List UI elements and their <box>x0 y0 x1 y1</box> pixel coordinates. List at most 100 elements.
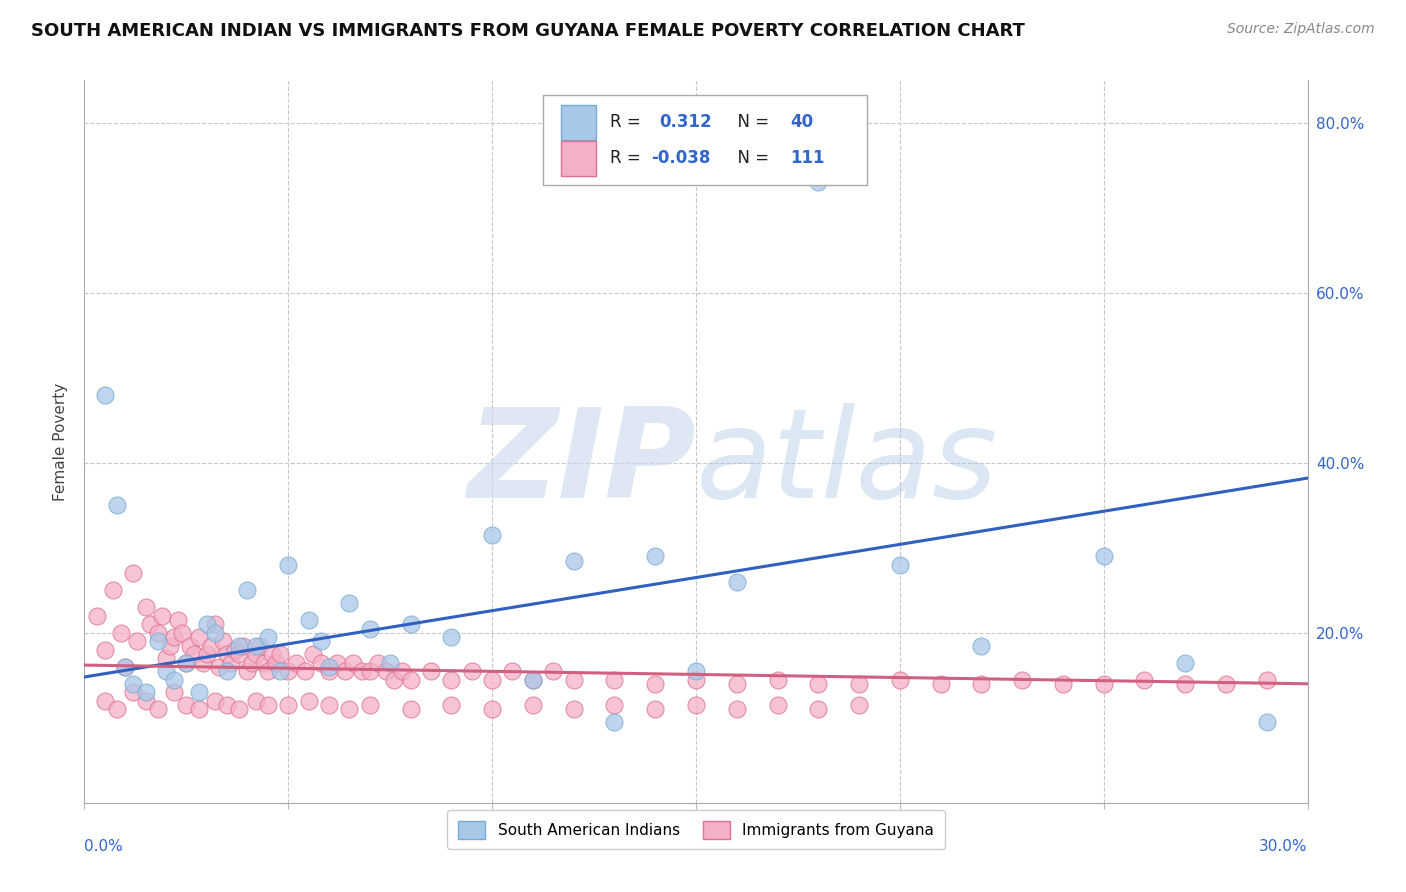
Point <box>481 702 503 716</box>
Point <box>294 664 316 678</box>
Point <box>228 647 250 661</box>
Point <box>163 673 186 687</box>
Point <box>155 651 177 665</box>
Point <box>380 656 402 670</box>
Point <box>264 656 287 670</box>
Point <box>93 694 115 708</box>
Point <box>174 656 197 670</box>
Point <box>217 664 239 678</box>
Point <box>339 596 361 610</box>
Point <box>174 656 197 670</box>
Text: 0.312: 0.312 <box>659 113 711 131</box>
Text: R =: R = <box>610 113 647 131</box>
Point <box>807 702 830 716</box>
Point <box>208 660 231 674</box>
Point <box>298 694 321 708</box>
Legend: South American Indians, Immigrants from Guyana: South American Indians, Immigrants from … <box>447 810 945 849</box>
Point <box>122 677 145 691</box>
Point <box>603 714 626 729</box>
Text: SOUTH AMERICAN INDIAN VS IMMIGRANTS FROM GUYANA FEMALE POVERTY CORRELATION CHART: SOUTH AMERICAN INDIAN VS IMMIGRANTS FROM… <box>31 22 1025 40</box>
Point <box>150 608 173 623</box>
Point <box>200 639 222 653</box>
Point <box>970 677 993 691</box>
Text: 30.0%: 30.0% <box>1260 838 1308 854</box>
Point <box>929 677 952 691</box>
Point <box>326 656 349 670</box>
Point <box>127 634 149 648</box>
Point <box>848 677 870 691</box>
Point <box>135 694 157 708</box>
Point <box>86 608 108 623</box>
Point <box>163 685 186 699</box>
Point <box>1256 714 1278 729</box>
Point <box>228 702 250 716</box>
Point <box>217 698 239 712</box>
Point <box>399 673 422 687</box>
Point <box>318 664 340 678</box>
FancyBboxPatch shape <box>543 95 868 185</box>
Point <box>1011 673 1033 687</box>
Point <box>391 664 413 678</box>
Point <box>179 639 201 653</box>
Point <box>245 647 267 661</box>
Point <box>1215 677 1237 691</box>
Point <box>253 656 276 670</box>
Text: R =: R = <box>610 149 647 168</box>
Point <box>339 702 361 716</box>
Point <box>889 673 911 687</box>
Point <box>245 694 267 708</box>
Text: ZIP: ZIP <box>467 402 696 524</box>
Point <box>461 664 484 678</box>
Point <box>172 625 194 640</box>
Point <box>257 630 280 644</box>
Point <box>644 702 666 716</box>
Text: atlas: atlas <box>696 402 998 524</box>
Point <box>382 673 405 687</box>
Text: -0.038: -0.038 <box>651 149 710 168</box>
Point <box>183 647 205 661</box>
Point <box>187 685 209 699</box>
Point <box>318 660 340 674</box>
Point <box>269 664 291 678</box>
Point <box>240 656 263 670</box>
Point <box>1092 549 1115 564</box>
Point <box>359 698 381 712</box>
Point <box>543 664 565 678</box>
Point <box>1174 656 1197 670</box>
Point <box>970 639 993 653</box>
Point <box>105 498 128 512</box>
Point <box>807 175 830 189</box>
Point <box>285 656 308 670</box>
Point <box>146 634 169 648</box>
Point <box>644 549 666 564</box>
Point <box>217 647 239 661</box>
Point <box>359 622 381 636</box>
Point <box>481 528 503 542</box>
Point <box>399 702 422 716</box>
Point <box>309 656 332 670</box>
Point <box>146 625 169 640</box>
Point <box>277 664 299 678</box>
Point <box>277 558 299 572</box>
Point <box>212 634 235 648</box>
Point <box>502 664 524 678</box>
Point <box>1092 677 1115 691</box>
Point <box>105 702 128 716</box>
Point <box>848 698 870 712</box>
Point <box>187 702 209 716</box>
Point <box>685 664 707 678</box>
Point <box>725 702 748 716</box>
Point <box>155 664 177 678</box>
Point <box>562 553 585 567</box>
Text: 0.0%: 0.0% <box>84 838 124 854</box>
Point <box>1174 677 1197 691</box>
Bar <box>561 105 596 139</box>
Point <box>219 656 242 670</box>
Point <box>110 625 132 640</box>
Point <box>249 639 271 653</box>
Point <box>93 642 115 657</box>
Point <box>138 617 160 632</box>
Point <box>159 639 181 653</box>
Point <box>522 673 544 687</box>
Point <box>685 698 707 712</box>
